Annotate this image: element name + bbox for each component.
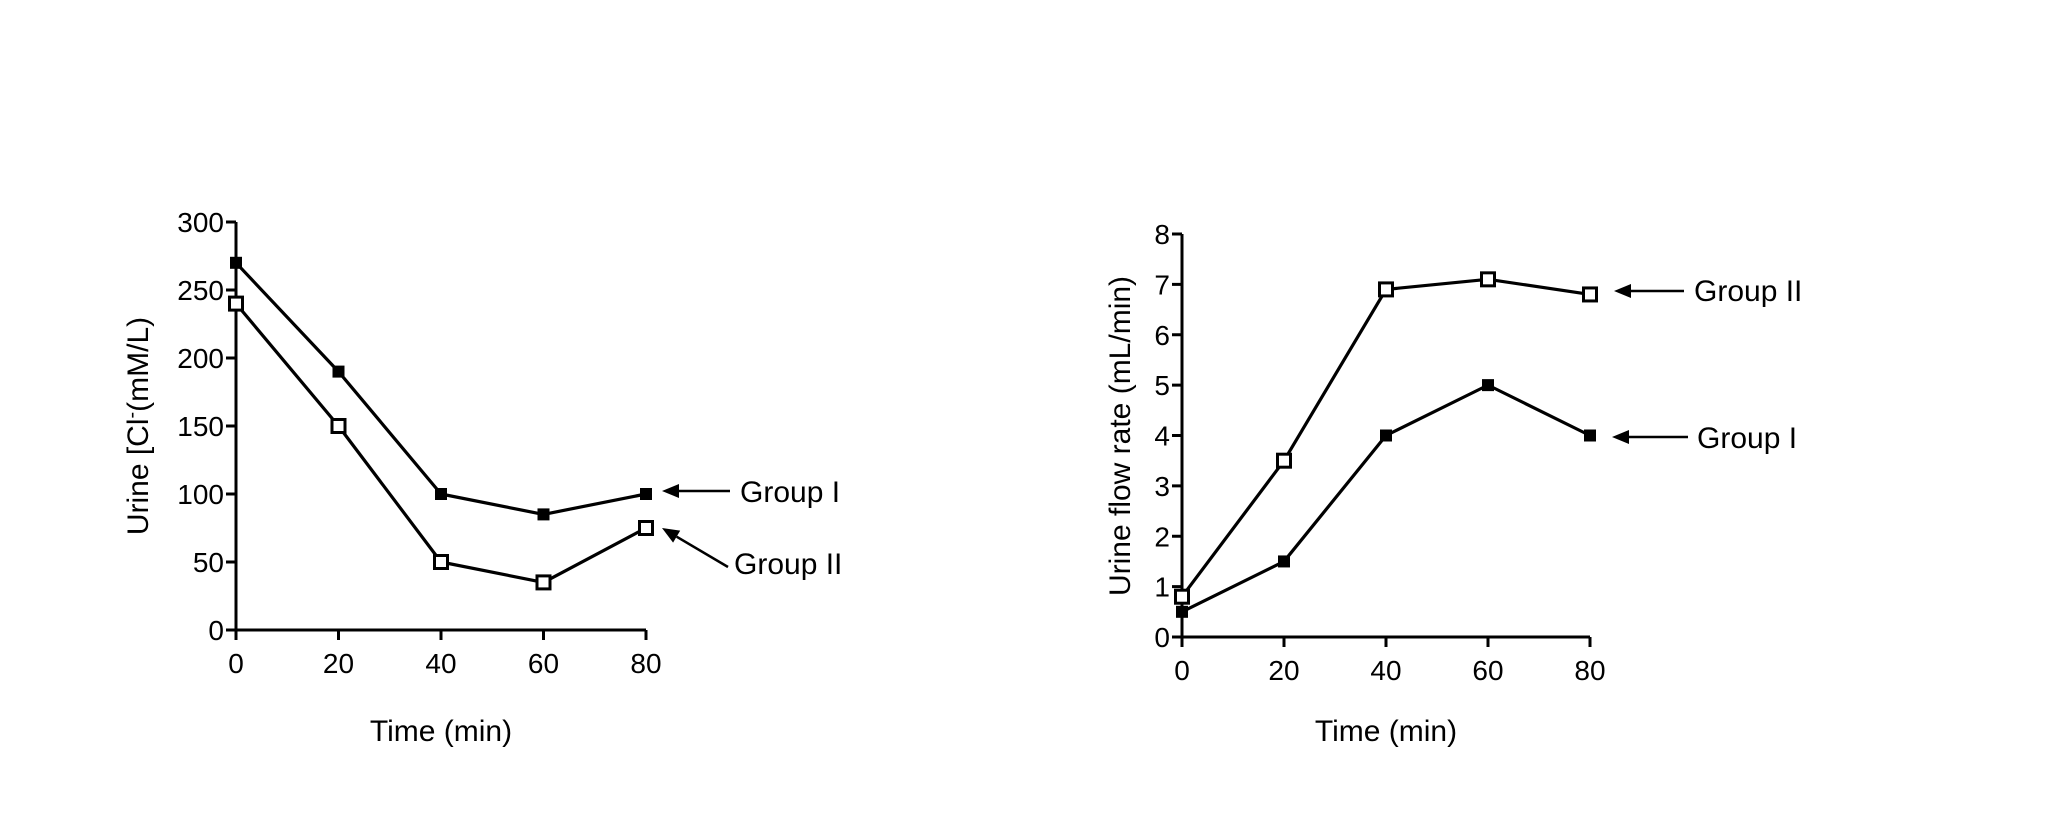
series-annotations: Group II Group I bbox=[1612, 275, 1802, 455]
annotation-arrow-head bbox=[1612, 430, 1629, 444]
data-point bbox=[1278, 555, 1290, 568]
y-tick-label: 200 bbox=[177, 343, 224, 374]
x-axis-title: Time (min) bbox=[1315, 715, 1457, 748]
y-tick-label: 6 bbox=[1154, 320, 1170, 351]
series-group-i bbox=[1176, 379, 1596, 618]
data-point bbox=[332, 365, 345, 378]
x-tick-label: 40 bbox=[425, 648, 456, 679]
annotation-arrow-head bbox=[662, 528, 681, 543]
x-tick-label: 20 bbox=[1268, 655, 1299, 686]
y-tick-label: 100 bbox=[177, 479, 224, 510]
data-point bbox=[1584, 429, 1596, 442]
series-group-i bbox=[230, 256, 652, 521]
series-label: Group I bbox=[740, 476, 840, 509]
series-label: Group II bbox=[1694, 275, 1802, 308]
data-point bbox=[640, 488, 652, 500]
y-tick-label: 150 bbox=[177, 411, 224, 442]
x-tick-label: 40 bbox=[1370, 655, 1401, 686]
data-point bbox=[1276, 452, 1292, 469]
y-tick-label: 3 bbox=[1154, 471, 1170, 502]
series-line bbox=[234, 302, 647, 585]
y-tick-label: 0 bbox=[1154, 622, 1170, 653]
chart-urine-flow-rate: 0 20 40 60 80 0 1 2 3 4 5 6 7 8 Time (min) Urine flo… bbox=[1104, 219, 1802, 748]
y-tick-labels: 0 1 2 3 4 5 6 7 8 bbox=[1154, 219, 1170, 653]
y-tick-labels: 0 50 100 150 200 250 300 bbox=[177, 207, 224, 646]
y-axis-title-superscript: - bbox=[121, 412, 143, 419]
x-tick-label: 20 bbox=[323, 648, 354, 679]
data-point bbox=[535, 574, 552, 591]
x-tick-labels: 0 20 40 60 80 bbox=[1174, 655, 1605, 686]
x-axis-title: Time (min) bbox=[370, 715, 512, 748]
data-point bbox=[330, 418, 347, 434]
axes bbox=[226, 220, 648, 640]
series-label: Group I bbox=[1697, 422, 1797, 455]
y-axis-title: Urine [Cl-(mM/L) bbox=[121, 317, 155, 535]
x-tick-label: 60 bbox=[528, 648, 559, 679]
x-tick-label: 80 bbox=[1574, 655, 1605, 686]
y-tick-label: 1 bbox=[1154, 572, 1170, 603]
x-tick-label: 80 bbox=[630, 648, 661, 679]
data-point bbox=[433, 554, 449, 570]
data-point bbox=[1480, 271, 1496, 288]
annotation-arrow-head bbox=[1614, 284, 1631, 298]
x-tick-labels: 0 20 40 60 80 bbox=[228, 648, 661, 679]
series-line bbox=[1181, 383, 1591, 614]
series-label: Group II bbox=[734, 548, 842, 581]
x-tick-label: 0 bbox=[228, 648, 244, 679]
data-point bbox=[1380, 429, 1392, 442]
data-point bbox=[230, 256, 242, 269]
series-annotations: Group I Group II bbox=[662, 476, 842, 581]
y-tick-label: 250 bbox=[177, 275, 224, 306]
y-tick-label: 0 bbox=[208, 615, 224, 646]
y-tick-label: 50 bbox=[193, 547, 224, 578]
y-tick-label: 4 bbox=[1154, 421, 1170, 452]
series-group-ii bbox=[1174, 271, 1598, 605]
axes bbox=[1172, 232, 1592, 647]
series-line bbox=[234, 261, 647, 517]
x-tick-label: 0 bbox=[1174, 655, 1190, 686]
annotation-arrow-head bbox=[662, 484, 679, 498]
y-tick-label: 7 bbox=[1154, 269, 1170, 300]
y-axis-title-prefix: Urine [Cl bbox=[122, 418, 155, 535]
annotation-arrow-line bbox=[675, 535, 729, 569]
data-point bbox=[537, 508, 550, 521]
data-point bbox=[1582, 286, 1598, 303]
data-point bbox=[1378, 281, 1394, 298]
series-group-ii bbox=[228, 295, 654, 591]
y-tick-label: 300 bbox=[177, 207, 224, 238]
y-tick-label: 5 bbox=[1154, 370, 1170, 401]
y-axis-title-suffix: (mM/L) bbox=[122, 317, 155, 412]
y-tick-label: 2 bbox=[1154, 521, 1170, 552]
data-point bbox=[1176, 605, 1188, 618]
y-axis-title: Urine flow rate (mL/min) bbox=[1104, 276, 1137, 596]
data-point bbox=[1174, 588, 1190, 605]
data-point bbox=[1482, 379, 1494, 392]
y-tick-label: 8 bbox=[1154, 219, 1170, 250]
data-point bbox=[435, 488, 447, 500]
data-point bbox=[228, 295, 244, 312]
data-point bbox=[638, 520, 654, 536]
x-tick-label: 60 bbox=[1472, 655, 1503, 686]
